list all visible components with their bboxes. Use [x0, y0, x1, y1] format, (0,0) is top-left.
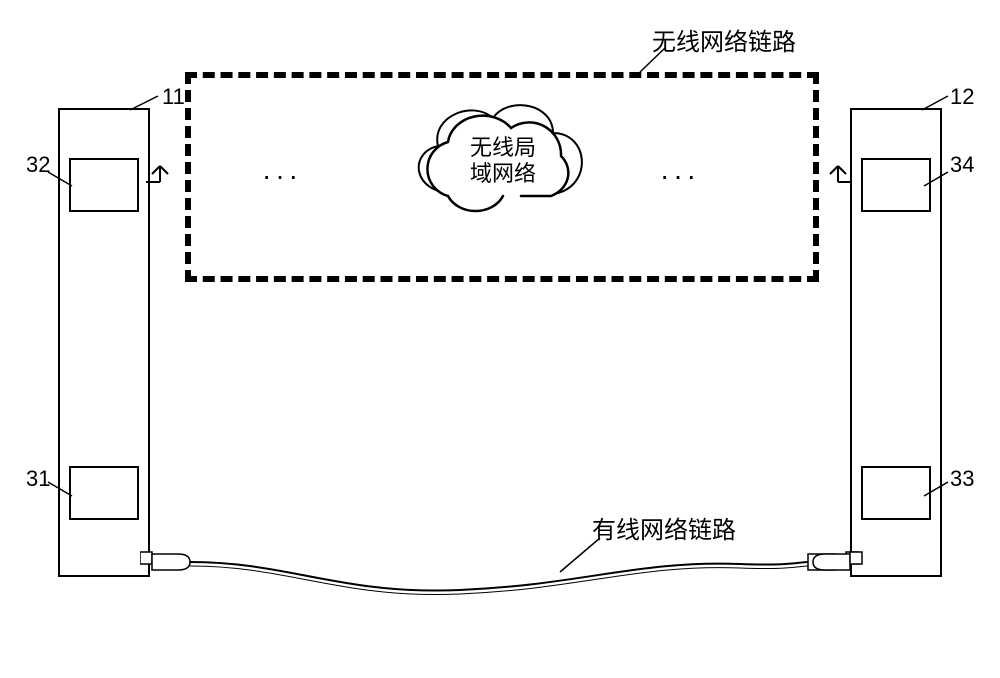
- diagram-root: 无线局 域网络 ··· ··· 无线网络链路 有线网络链路 11: [0, 0, 1000, 678]
- leader-lines: [0, 0, 1000, 678]
